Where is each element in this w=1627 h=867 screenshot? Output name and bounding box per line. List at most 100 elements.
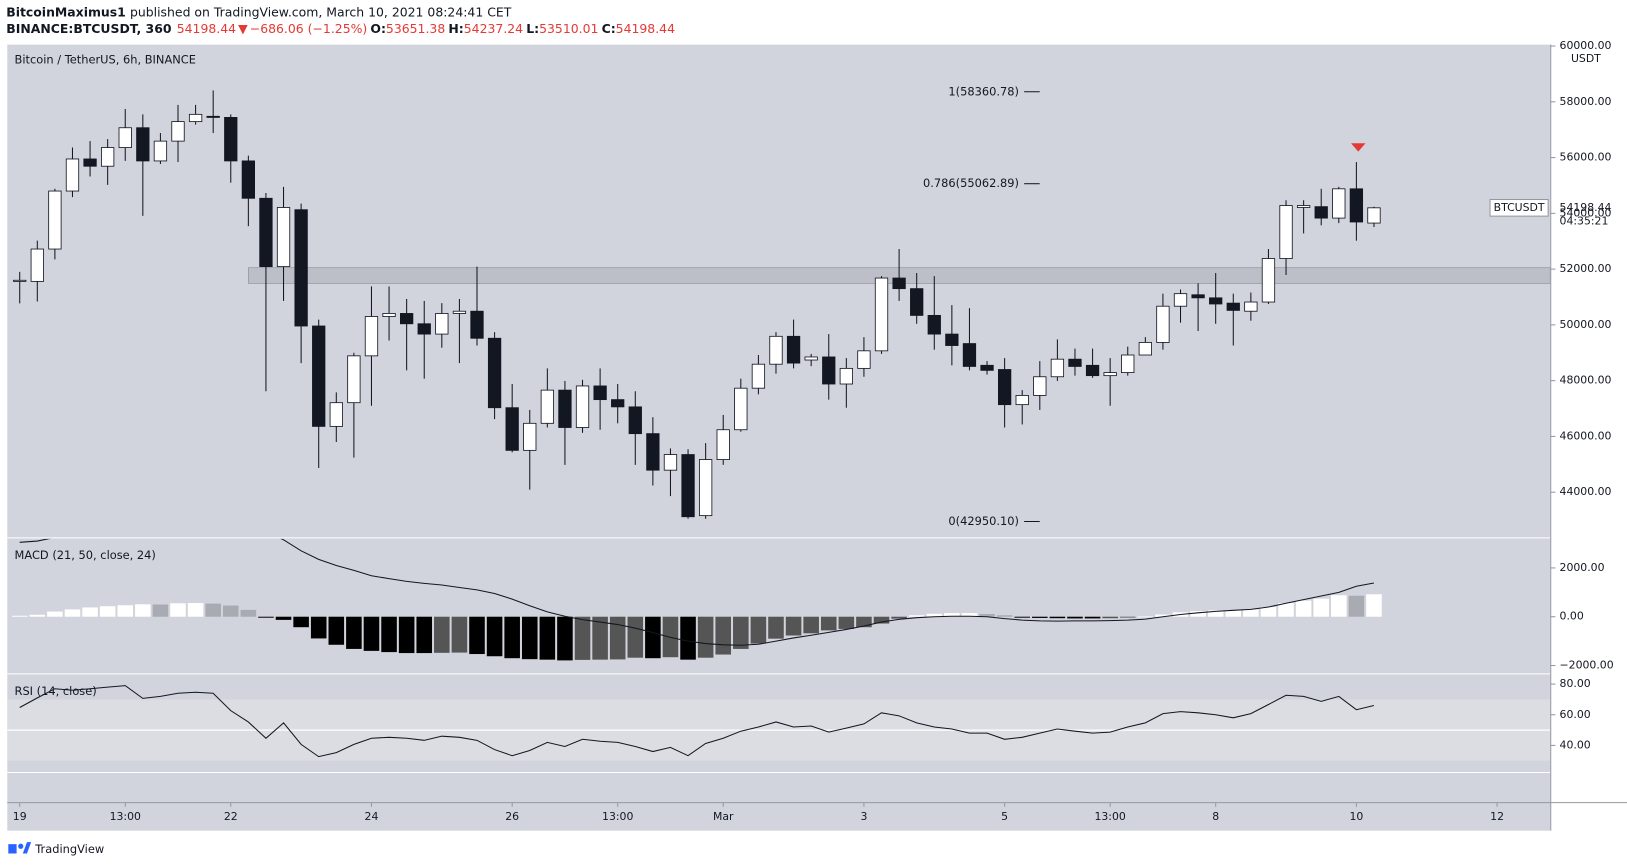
candle-body	[505, 407, 519, 451]
candle-body	[1103, 372, 1117, 377]
candle-body	[364, 316, 379, 357]
histogram-bar	[944, 613, 960, 617]
histogram-bar	[170, 603, 186, 617]
candle-body	[276, 207, 291, 268]
candle-body	[611, 399, 625, 408]
macd-line	[19, 538, 1375, 646]
change: −686.06 (−1.25%)	[250, 21, 367, 36]
ohlc-key: H:	[448, 21, 463, 36]
symbol-tag	[1489, 198, 1549, 217]
sell-marker	[1350, 143, 1366, 152]
histogram-bar	[346, 616, 362, 649]
histogram-bar	[486, 616, 503, 657]
ohlc-key: L:	[526, 21, 539, 36]
arrow: ▼	[238, 21, 248, 36]
histogram-bar	[29, 614, 46, 617]
y-tick-label: 60000.00	[1560, 39, 1612, 52]
histogram-bar	[469, 616, 485, 655]
candle-body	[294, 209, 308, 327]
candle-body	[1033, 376, 1047, 396]
histogram-bar	[926, 613, 943, 617]
y-tick-label: 0.00	[1560, 610, 1584, 623]
x-tick-label: 13:00	[110, 810, 141, 823]
histogram-bar	[82, 607, 98, 617]
histogram-bar	[557, 616, 573, 661]
logo-shape	[8, 844, 17, 854]
published: published on TradingView.com, March 10, …	[130, 4, 512, 19]
candle-body	[1068, 358, 1082, 367]
ohlc-key: C:	[602, 21, 616, 36]
x-tick-label: Mar	[713, 810, 734, 823]
logo-shape	[22, 842, 32, 854]
candle-body	[118, 127, 132, 148]
candle-body	[30, 248, 44, 282]
histogram-bar	[1102, 616, 1118, 619]
histogram-bar	[187, 603, 204, 617]
x-tick-label: 24	[365, 810, 379, 823]
candle-body	[13, 279, 27, 282]
x-tick-label: 10	[1349, 810, 1363, 823]
indicator-title: RSI (14, close)	[15, 684, 97, 698]
candle-body	[663, 454, 678, 471]
candle-body	[1015, 395, 1029, 406]
candle-body	[1244, 301, 1258, 312]
y-tick-label: 44000.00	[1560, 485, 1612, 498]
candle-body	[48, 190, 62, 250]
x-tick-label: 13:00	[1094, 810, 1125, 823]
histogram-bar	[328, 616, 345, 645]
candle-body	[329, 402, 343, 427]
candle-body	[382, 313, 396, 317]
histogram-bar	[222, 605, 239, 617]
candle-body	[734, 387, 748, 431]
candle-body	[470, 310, 484, 339]
candle-body	[400, 313, 414, 325]
x-tick-label: 19	[13, 810, 27, 823]
histogram-bar	[1366, 594, 1382, 617]
candle-body	[1296, 205, 1311, 208]
x-tick-label: 26	[505, 810, 519, 823]
candle-body	[698, 459, 713, 517]
histogram-bar	[1067, 616, 1083, 619]
fib-label: 0(42950.10)	[948, 514, 1019, 528]
y-tick-label: 56000.00	[1560, 151, 1612, 164]
candle-body	[171, 121, 185, 142]
y-tick-label: 52000.00	[1560, 262, 1612, 275]
histogram-bar	[768, 616, 784, 639]
histogram-bar	[539, 616, 556, 660]
candle-body	[839, 367, 853, 385]
countdown-label: 04:35:21	[1560, 214, 1609, 227]
indicator-title: MACD (21, 50, close, 24)	[15, 548, 156, 562]
histogram-bar	[1348, 595, 1365, 617]
candle-body	[1226, 302, 1240, 311]
candle-body	[417, 323, 431, 335]
candle-body	[857, 350, 871, 369]
histogram-bar	[275, 616, 292, 620]
candle-body	[945, 333, 959, 346]
price-tag-label: 54198.44	[1560, 201, 1612, 214]
histogram-bar	[1014, 616, 1031, 618]
y-tick-label: 2000.00	[1560, 561, 1605, 574]
candle-body	[487, 337, 502, 409]
histogram-bar	[1119, 616, 1136, 618]
histogram-bar	[680, 616, 696, 660]
histogram-bar	[1032, 616, 1048, 618]
histogram-bar	[820, 616, 837, 631]
y-tick-label: 40.00	[1560, 738, 1591, 751]
histogram-bar	[1331, 595, 1347, 617]
histogram-bar	[1313, 598, 1329, 617]
rsi-pane: RSI (14, close)	[7, 684, 1551, 761]
candle-body	[241, 160, 255, 199]
brand: TradingView	[34, 842, 104, 856]
y-tick-label: 54000.00	[1560, 206, 1612, 219]
candle-body	[435, 313, 449, 335]
histogram-bar	[135, 604, 151, 617]
histogram-bar	[574, 616, 591, 660]
candle-body	[575, 385, 590, 428]
candle-body	[962, 343, 977, 367]
candle-body	[136, 127, 150, 162]
candle-body	[1173, 293, 1188, 307]
candle-body	[1367, 207, 1381, 224]
